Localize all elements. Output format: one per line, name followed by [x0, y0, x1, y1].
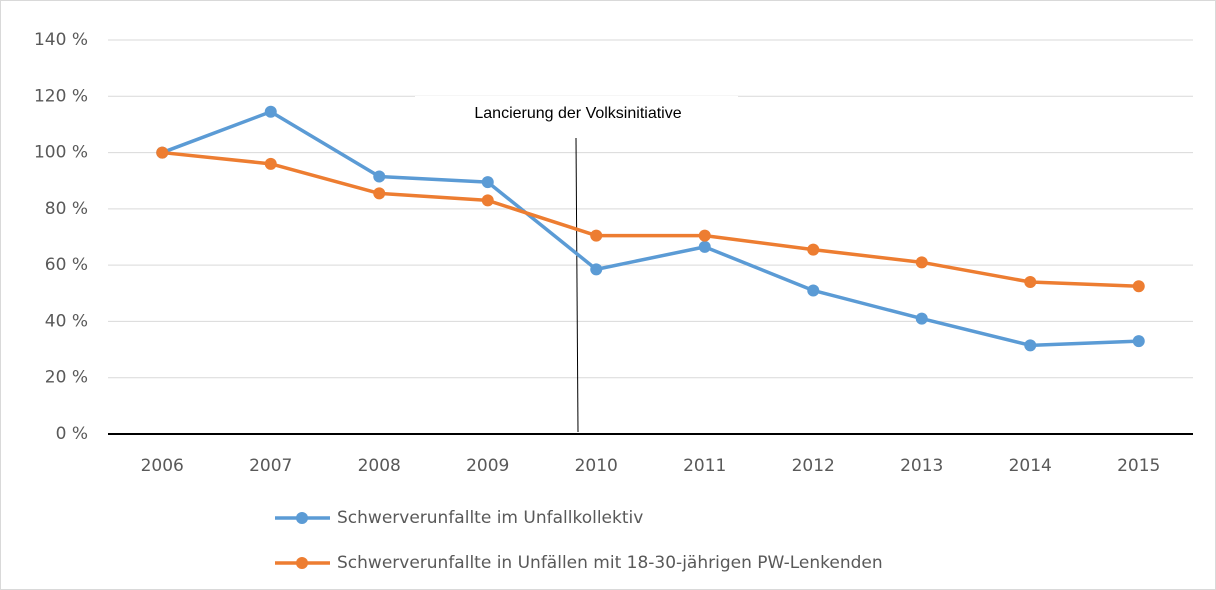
- data-point: [915, 256, 928, 269]
- legend-marker: [296, 512, 308, 524]
- data-point: [481, 176, 494, 189]
- annotation: Lancierung der Volksinitiative: [474, 105, 681, 122]
- data-point: [264, 157, 277, 170]
- x-tick-label: 2013: [900, 456, 943, 476]
- series-line: [162, 150, 1139, 288]
- y-tick-label: 140 %: [34, 30, 88, 50]
- data-point: [1132, 335, 1145, 348]
- data-point: [915, 312, 928, 325]
- y-tick-label: 40 %: [45, 311, 88, 331]
- legend-label: Schwerverunfallte in Unfällen mit 18-30-…: [337, 553, 883, 573]
- data-point: [807, 284, 820, 297]
- y-tick-label: 20 %: [45, 368, 88, 388]
- y-tick-label: 80 %: [45, 199, 88, 219]
- data-point: [1132, 280, 1145, 293]
- x-tick-label: 2006: [141, 456, 184, 476]
- data-point: [156, 146, 169, 159]
- data-point: [698, 229, 711, 242]
- data-point: [698, 240, 711, 253]
- data-point: [1024, 339, 1037, 352]
- data-point: [590, 229, 603, 242]
- x-tick-label: 2008: [358, 456, 401, 476]
- legend-marker: [296, 557, 308, 569]
- data-point: [481, 194, 494, 207]
- x-tick-label: 2009: [466, 456, 509, 476]
- data-point: [590, 263, 603, 276]
- x-tick-label: 2007: [249, 456, 292, 476]
- data-point: [807, 243, 820, 256]
- data-point: [264, 105, 277, 118]
- annotation-background: [415, 96, 738, 132]
- annotation-line: [575, 137, 579, 433]
- x-tick-label: 2010: [575, 456, 618, 476]
- y-tick-label: 60 %: [45, 255, 88, 275]
- x-tick-label: 2012: [792, 456, 835, 476]
- x-tick-label: 2014: [1009, 456, 1052, 476]
- data-point: [373, 187, 386, 200]
- series-line: [161, 110, 1139, 348]
- data-point: [1024, 276, 1037, 289]
- y-tick-label: 0 %: [56, 424, 88, 444]
- y-tick-label: 100 %: [34, 143, 88, 163]
- y-tick-label: 120 %: [34, 86, 88, 106]
- data-point: [373, 170, 386, 183]
- legend-label: Schwerverunfallte im Unfallkollektiv: [337, 508, 643, 528]
- x-tick-label: 2011: [683, 456, 726, 476]
- x-tick-label: 2015: [1117, 456, 1160, 476]
